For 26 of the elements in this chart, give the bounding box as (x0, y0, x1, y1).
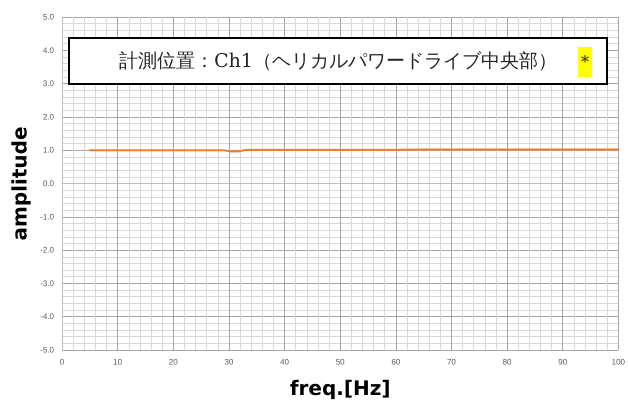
x-tick-label: 50 (336, 358, 346, 366)
y-tick-label: 2.0 (42, 112, 55, 122)
text-box: 計測位置：Ch1（ヘリカルパワードライブ中央部） * (68, 37, 608, 85)
y-tick-label: -4.0 (40, 312, 55, 322)
x-tick-label: 100 (612, 358, 626, 366)
x-tick-label: 10 (113, 358, 123, 366)
y-tick-label: -2.0 (40, 246, 55, 255)
x-tick-label: 0 (60, 358, 65, 366)
annotation: * (578, 47, 592, 77)
y-tick-label: 5.0 (42, 12, 55, 22)
y-tick-label: 3.0 (42, 79, 55, 88)
y-tick-label: 4.0 (42, 46, 55, 55)
x-tick-label: 60 (391, 358, 401, 366)
y-tick-label: 0.0 (42, 179, 55, 188)
x-tick-label: 30 (224, 358, 234, 366)
x-tick-label: 20 (168, 358, 178, 366)
x-axis-title: freq.[Hz] (290, 376, 391, 400)
y-tick-label: -5.0 (40, 346, 55, 354)
x-tick-label: 80 (502, 358, 512, 366)
y-tick-label: 1.0 (42, 146, 55, 155)
y-axis-title: amplitude (7, 126, 32, 241)
x-tick-label: 90 (558, 358, 568, 366)
x-tick-label: 40 (280, 358, 290, 366)
y-tick-label: -1.0 (40, 212, 55, 222)
y-tick-label: -3.0 (40, 278, 55, 288)
x-tick-label: 70 (446, 358, 456, 366)
